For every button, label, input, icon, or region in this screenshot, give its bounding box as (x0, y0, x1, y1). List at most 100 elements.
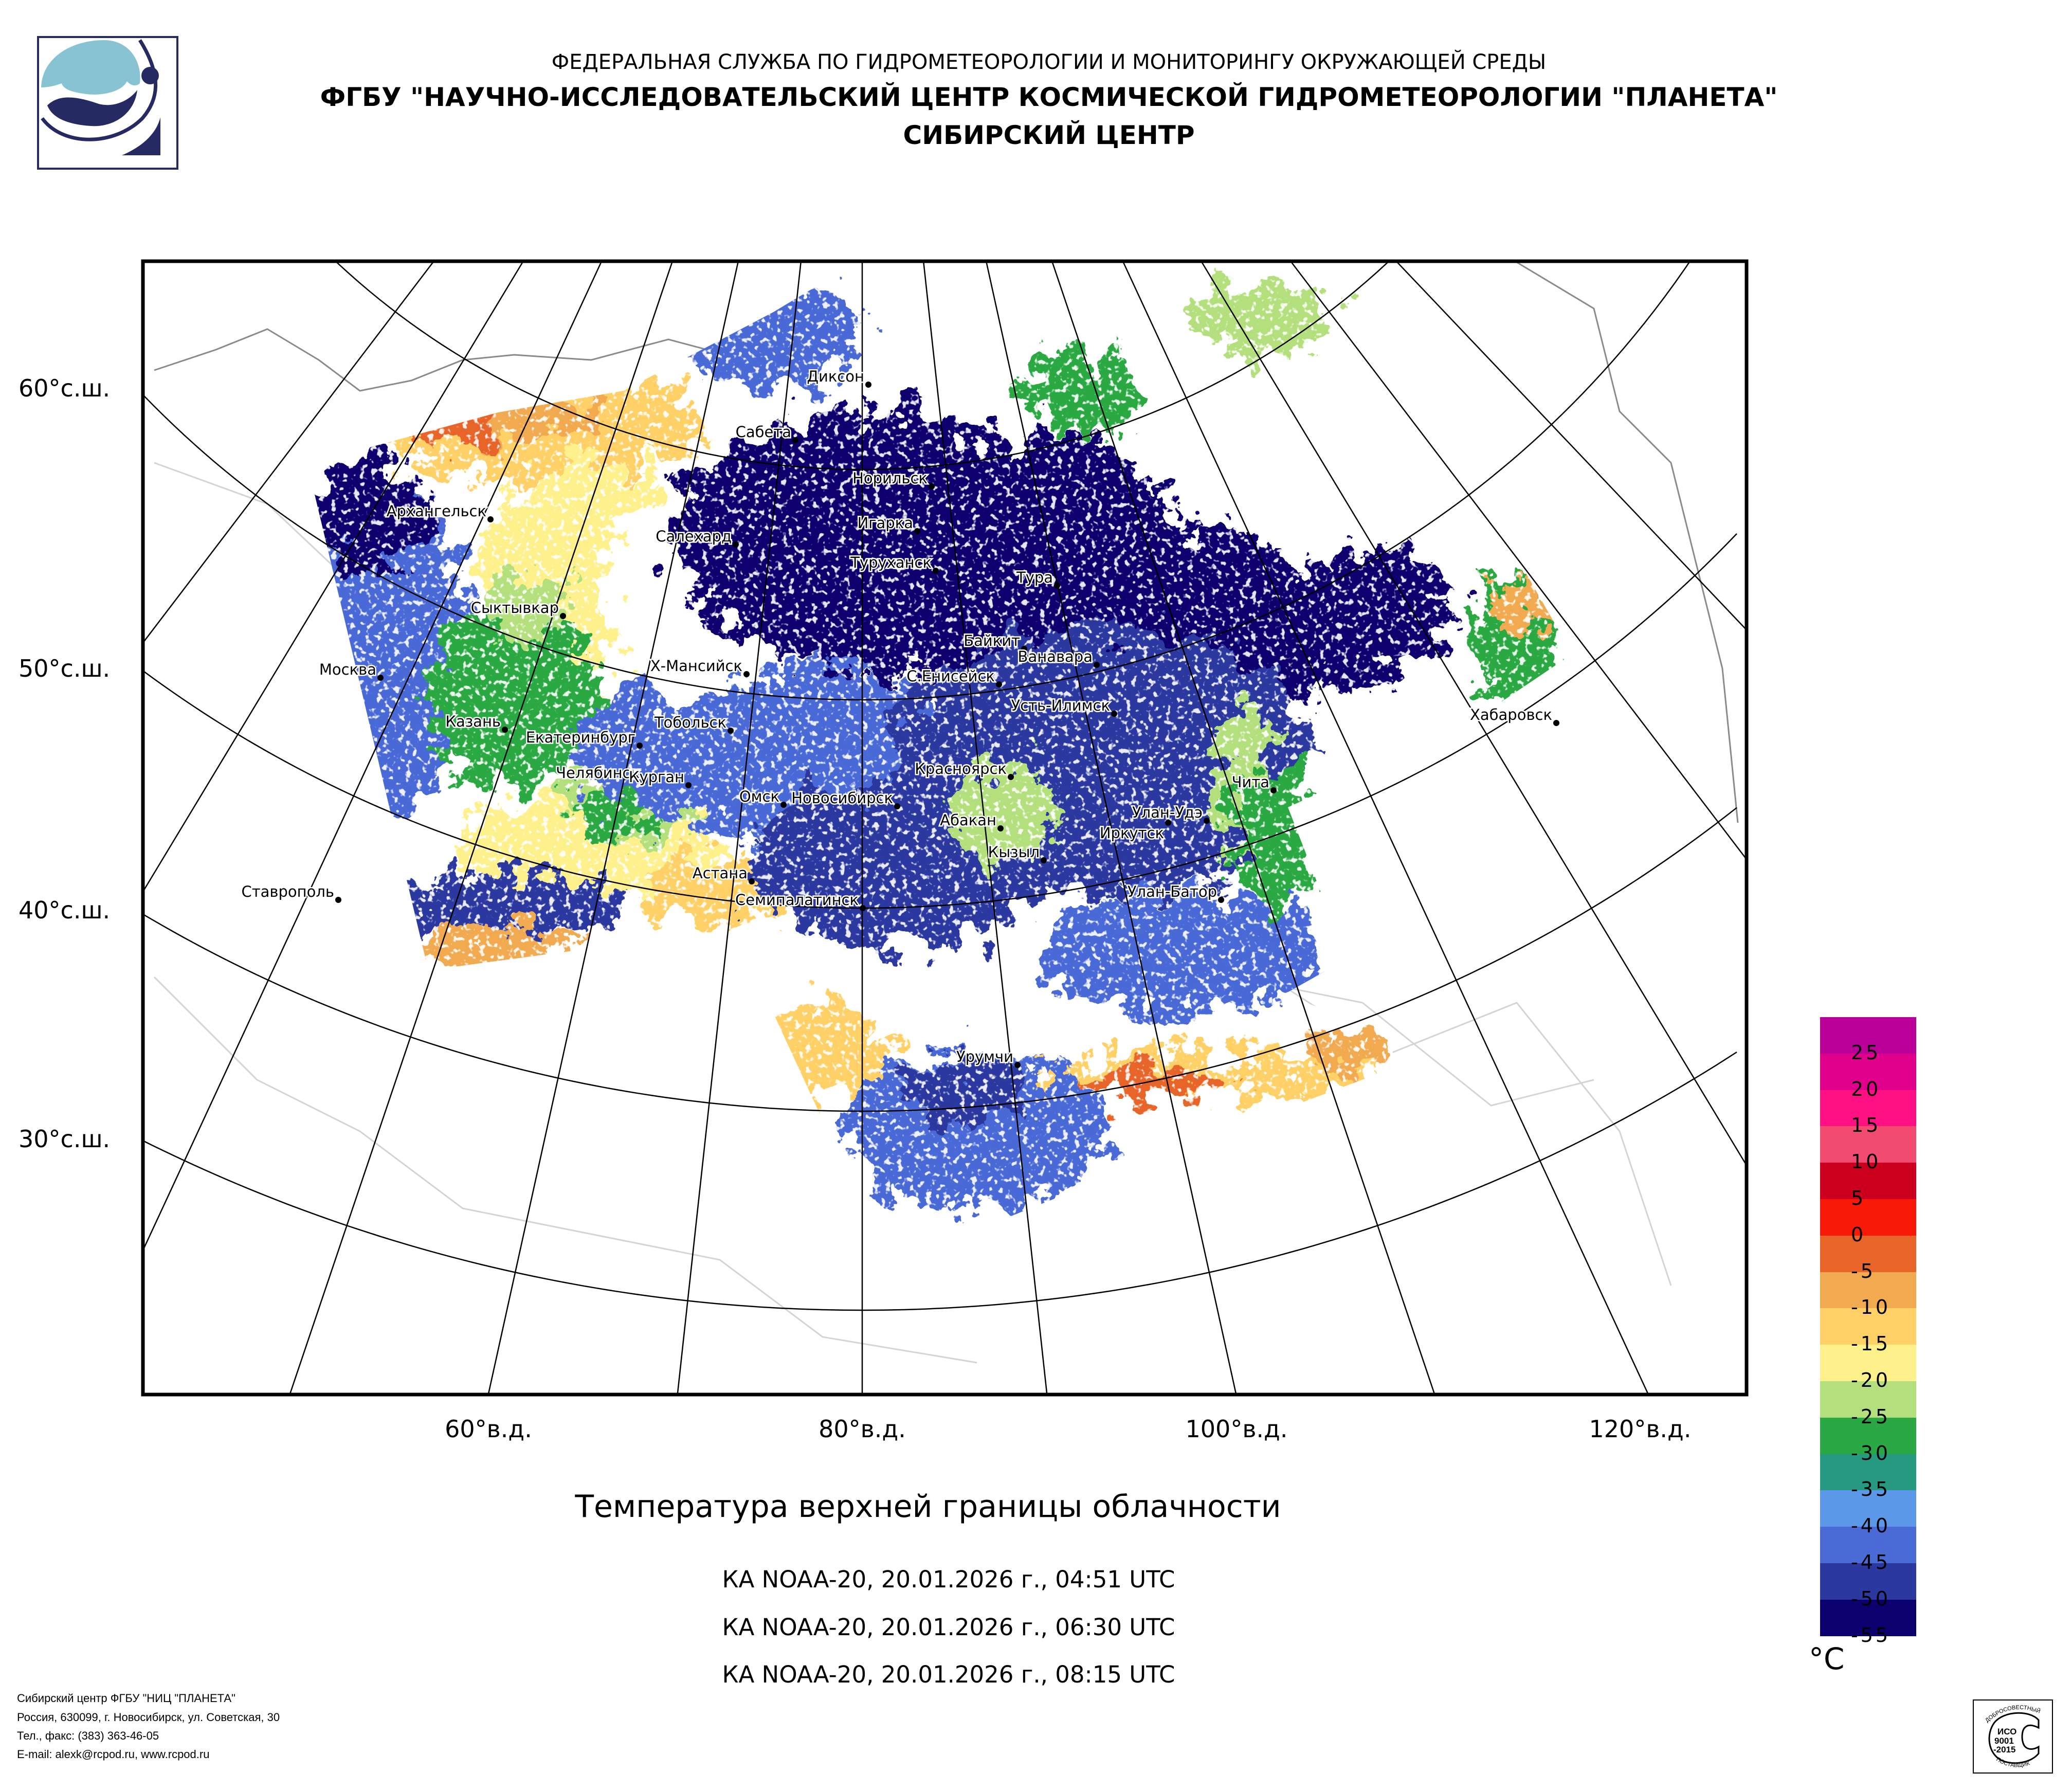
city-marker[interactable]: Хабаровск (1469, 705, 1559, 726)
city-label: Екатеринбург (526, 729, 635, 746)
city-marker[interactable]: Красноярск (914, 759, 1014, 780)
city-marker[interactable]: Диксон (806, 367, 871, 388)
city-marker[interactable]: Байкит (962, 631, 1027, 652)
city-label: Новосибирск (791, 789, 893, 807)
lat-label-40: 40°с.ш. (19, 896, 111, 924)
city-marker[interactable]: Екатеринбург (524, 728, 643, 749)
city-marker[interactable]: Астана (691, 863, 755, 884)
city-marker[interactable]: Курган (627, 767, 692, 788)
city-label: Ванавара (1018, 648, 1093, 665)
city-dot (1111, 711, 1117, 717)
city-marker[interactable]: Урумчи (955, 1047, 1021, 1068)
legend-tick-label: 25 (1851, 1041, 1881, 1064)
city-dot (914, 528, 920, 534)
city-marker[interactable]: Иркутск (1098, 820, 1171, 843)
city-label: Хабаровск (1470, 706, 1552, 723)
city-marker[interactable]: Новосибирск (790, 788, 900, 809)
center-name: СИБИРСКИЙ ЦЕНТР (903, 120, 1195, 150)
legend-swatch (1820, 1090, 1916, 1127)
city-dot (1218, 897, 1224, 903)
legend-tick-label: 0 (1851, 1223, 1866, 1246)
city-marker[interactable]: С.Енисейск (905, 666, 1002, 688)
city-marker[interactable]: Туруханск (849, 553, 939, 574)
city-dot (1041, 857, 1047, 863)
city-dot (641, 778, 647, 784)
footer-phone: Тел., факс: (383) 363-46-05 (17, 1729, 159, 1742)
city-marker[interactable]: Игарка (856, 513, 920, 534)
city-label: Иркутск (1100, 824, 1164, 842)
legend-tick-label: -30 (1851, 1441, 1891, 1464)
legend-swatch (1820, 1308, 1916, 1345)
city-marker[interactable]: Тобольск (652, 713, 734, 734)
city-label: Тобольск (654, 714, 726, 731)
city-marker[interactable]: Кызыл (987, 842, 1047, 863)
city-marker[interactable]: Казань (444, 712, 508, 733)
city-dot (780, 802, 787, 808)
city-marker[interactable]: Норильск (851, 468, 935, 490)
city-label: Казань (445, 713, 501, 730)
city-marker[interactable]: Челябинск (555, 763, 647, 784)
city-dot (1021, 646, 1027, 652)
city-dot (997, 825, 1004, 831)
meridian-line (289, 261, 674, 1395)
meridian-line (1051, 261, 1435, 1395)
map-frame (141, 259, 1749, 1397)
city-marker[interactable]: Архангельск (385, 501, 494, 522)
city-dot (1270, 787, 1277, 793)
city-dot (933, 568, 939, 574)
meridian-line (985, 261, 1237, 1395)
city-dot (1204, 818, 1210, 824)
iso-badge-code3: -2015 (1993, 1745, 2015, 1754)
meridian-line (143, 261, 524, 892)
city-label: Игарка (858, 514, 913, 532)
lat-label-60: 60°с.ш. (19, 374, 111, 402)
city-marker[interactable]: Ванавара (1016, 647, 1100, 668)
map-title: Температура верхней границы облачности (575, 1489, 1281, 1525)
city-marker[interactable]: Омск (738, 787, 787, 808)
meridian-line (1290, 261, 1747, 860)
city-dot (894, 803, 900, 809)
city-dot (728, 728, 734, 734)
city-marker[interactable]: Усть-Илимск (1010, 696, 1117, 717)
city-marker[interactable]: Улан-Батор (1126, 882, 1224, 903)
latitude-line (143, 1051, 1737, 1311)
lat-label-50: 50°с.ш. (19, 655, 111, 682)
city-label: Семипалатинск (735, 891, 859, 909)
city-label: Урумчи (956, 1048, 1013, 1065)
city-label: Усть-Илимск (1011, 697, 1110, 714)
city-dot (792, 437, 798, 443)
city-marker[interactable]: Абакан (939, 810, 1004, 831)
city-label: Москва (319, 661, 376, 678)
legend-swatch (1820, 1563, 1916, 1600)
city-label: Чита (1232, 773, 1269, 791)
city-marker[interactable]: Чита (1230, 772, 1277, 793)
city-marker[interactable]: Сабета (734, 422, 798, 443)
legend-swatch (1820, 1490, 1916, 1527)
footer-address: Россия, 630099, г. Новосибирск, ул. Сове… (17, 1711, 280, 1724)
legend-swatch (1820, 1199, 1916, 1236)
city-marker[interactable]: Ставрополь (240, 882, 342, 903)
city-marker[interactable]: Салехард (655, 527, 739, 548)
city-marker[interactable]: Сыктывкар (469, 598, 566, 619)
city-marker[interactable]: Москва (318, 660, 384, 681)
satellite-pass-3: КА NOAA-20, 20.01.2026 г., 08:15 UTC (722, 1661, 1175, 1688)
city-label: Байкит (964, 632, 1020, 649)
meridian-line (1122, 261, 1649, 1395)
city-dot (865, 382, 871, 388)
lon-label-100: 100°в.д. (1185, 1415, 1288, 1443)
city-dot (929, 483, 935, 490)
lon-label-80: 80°в.д. (819, 1415, 906, 1443)
institute-name: ФГБУ "НАУЧНО-ИССЛЕДОВАТЕЛЬСКИЙ ЦЕНТР КОС… (320, 82, 1778, 112)
city-dot (996, 681, 1002, 688)
city-label: Абакан (940, 811, 996, 829)
city-label: Омск (739, 788, 779, 805)
city-dot (487, 516, 494, 522)
city-marker[interactable]: Х-Мансийск (649, 656, 750, 677)
city-marker[interactable]: Улан-Удэ (1131, 803, 1210, 824)
iso-badge-code1: ИСО (1997, 1727, 2016, 1736)
lon-label-120: 120°в.д. (1589, 1415, 1692, 1443)
city-marker[interactable]: Тура (1014, 568, 1060, 589)
legend-swatch (1820, 1126, 1916, 1163)
city-marker[interactable]: Семипалатинск (734, 890, 866, 911)
